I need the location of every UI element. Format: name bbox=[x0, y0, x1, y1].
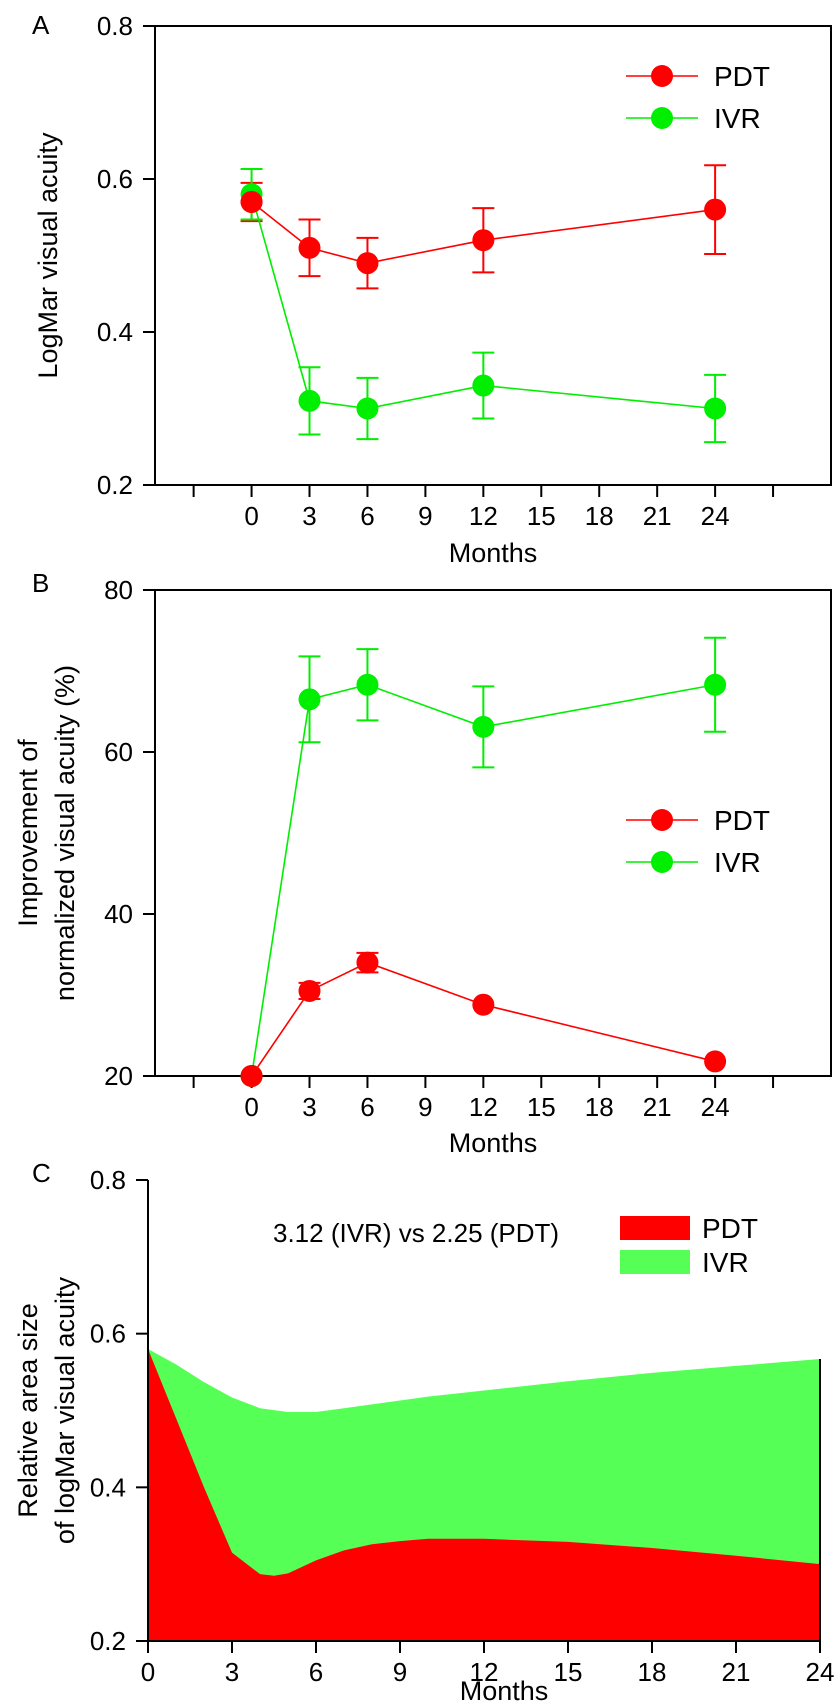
data-point-pdt bbox=[356, 951, 379, 974]
x-tick-label: 0 bbox=[244, 1092, 258, 1122]
legend-label-pdt: PDT bbox=[702, 1213, 758, 1244]
series-pdt bbox=[240, 164, 727, 290]
legend-marker-ivr bbox=[651, 107, 673, 129]
panel-c-plot: 0.2 0.4 0.6 0.8 0 3 6 9 12 15 18 21 24 Months Relative… bbox=[13, 1165, 834, 1703]
y-tick-label: 0.6 bbox=[90, 1319, 126, 1349]
x-tick-label: 3 bbox=[225, 1657, 239, 1687]
x-axis-title: Months bbox=[460, 1676, 549, 1703]
data-point-pdt bbox=[704, 198, 727, 221]
legend-swatch-pdt bbox=[620, 1216, 690, 1240]
area-pdt bbox=[148, 1349, 820, 1641]
x-tick-label: 0 bbox=[244, 501, 258, 531]
legend-marker-pdt bbox=[651, 809, 673, 831]
data-point-pdt bbox=[472, 229, 495, 252]
panel-b: B 20 40 60 80 0 3 6 9 12 15 18 21 24 Months Improvemen… bbox=[13, 568, 832, 1158]
data-point-pdt bbox=[298, 979, 321, 1002]
panel-a-plot: 0.2 0.4 0.6 0.8 0 3 6 9 12 15 18 21 24 Months LogMar v… bbox=[33, 11, 832, 568]
legend-label-pdt: PDT bbox=[714, 805, 770, 836]
x-tick-label: 15 bbox=[554, 1657, 583, 1687]
x-tick-label: 3 bbox=[302, 1092, 316, 1122]
x-tick-label: 3 bbox=[302, 501, 316, 531]
x-tick-label: 12 bbox=[469, 1092, 498, 1122]
panel-a: A 0.2 0.4 0.6 0.8 0 3 6 9 12 15 18 21 24 Months LogMar… bbox=[32, 10, 832, 568]
data-point-ivr bbox=[704, 673, 727, 696]
data-point-pdt bbox=[240, 190, 263, 213]
y-tick-label: 20 bbox=[104, 1061, 133, 1091]
x-tick-label: 6 bbox=[360, 1092, 374, 1122]
legend-label-ivr: IVR bbox=[702, 1247, 749, 1278]
x-tick-label: 9 bbox=[393, 1657, 407, 1687]
y-tick-label: 0.4 bbox=[90, 1472, 126, 1502]
panel-c-letter: C bbox=[32, 1158, 51, 1188]
x-tick-label: 15 bbox=[527, 501, 556, 531]
data-point-ivr bbox=[704, 397, 727, 420]
data-point-ivr bbox=[472, 715, 495, 738]
x-tick-label: 18 bbox=[638, 1657, 667, 1687]
y-tick-label: 0.6 bbox=[97, 164, 133, 194]
y-axis-title: Relative area size bbox=[13, 1303, 43, 1518]
x-tick-label: 21 bbox=[643, 1092, 672, 1122]
y-axis-title: normalized visual acuity (%) bbox=[50, 665, 80, 1001]
legend-label-ivr: IVR bbox=[714, 847, 761, 878]
data-point-pdt bbox=[240, 1065, 263, 1087]
x-axis-title: Months bbox=[449, 1128, 538, 1158]
y-tick-label: 0.4 bbox=[97, 317, 133, 347]
y-axis-title: LogMar visual acuity bbox=[33, 132, 63, 379]
x-tick-label: 24 bbox=[701, 1092, 730, 1122]
x-tick-label: 0 bbox=[141, 1657, 155, 1687]
x-tick-label: 12 bbox=[470, 1657, 499, 1687]
x-tick-label: 18 bbox=[585, 501, 614, 531]
panel-c: C 0.2 0.4 0.6 0.8 0 3 6 9 12 15 18 21 24 Months Relati… bbox=[13, 1158, 834, 1703]
legend-marker-pdt bbox=[651, 65, 673, 87]
x-tick-label: 12 bbox=[469, 501, 498, 531]
y-axis-title: Improvement of bbox=[13, 739, 43, 927]
y-tick-label: 60 bbox=[104, 737, 133, 767]
plot-frame bbox=[154, 589, 832, 1077]
legend: PDT IVR bbox=[626, 61, 770, 134]
panel-b-plot: 20 40 60 80 0 3 6 9 12 15 18 21 24 Months Improvement … bbox=[13, 575, 832, 1158]
x-tick-label: 21 bbox=[722, 1657, 751, 1687]
y-tick-label: 80 bbox=[104, 575, 133, 605]
y-tick-label: 0.2 bbox=[90, 1626, 126, 1656]
y-tick-label: 0.8 bbox=[90, 1165, 126, 1195]
x-tick-label: 9 bbox=[418, 501, 432, 531]
data-point-pdt bbox=[298, 236, 321, 259]
x-tick-label: 24 bbox=[701, 501, 730, 531]
data-point-ivr bbox=[356, 397, 379, 420]
x-axis-title: Months bbox=[449, 538, 538, 568]
data-point-pdt bbox=[704, 1050, 727, 1073]
legend-marker-ivr bbox=[651, 851, 673, 873]
x-tick-label: 9 bbox=[418, 1092, 432, 1122]
legend-label-pdt: PDT bbox=[714, 61, 770, 92]
data-point-pdt bbox=[472, 993, 495, 1016]
x-tick-label: 24 bbox=[806, 1657, 835, 1687]
x-tick-label: 18 bbox=[585, 1092, 614, 1122]
x-tick-label: 21 bbox=[643, 501, 672, 531]
legend-swatch-ivr bbox=[620, 1250, 690, 1274]
series-line-pdt bbox=[250, 961, 716, 1077]
panel-a-letter: A bbox=[32, 10, 50, 40]
data-point-ivr bbox=[356, 673, 379, 696]
data-point-ivr bbox=[298, 389, 321, 412]
y-axis-title: of logMar visual acuity bbox=[50, 1276, 80, 1544]
data-point-ivr bbox=[472, 374, 495, 397]
y-tick-label: 0.8 bbox=[97, 11, 133, 41]
plot-frame bbox=[154, 25, 832, 486]
y-tick-label: 0.2 bbox=[97, 470, 133, 500]
x-tick-label: 15 bbox=[527, 1092, 556, 1122]
x-tick-label: 6 bbox=[360, 501, 374, 531]
panel-b-letter: B bbox=[32, 568, 49, 598]
data-point-ivr bbox=[298, 688, 321, 711]
data-point-pdt bbox=[356, 252, 379, 275]
x-tick-label: 6 bbox=[309, 1657, 323, 1687]
legend: PDT IVR bbox=[626, 805, 770, 878]
y-tick-label: 40 bbox=[104, 899, 133, 929]
legend-label-ivr: IVR bbox=[714, 103, 761, 134]
area-annotation: 3.12 (IVR) vs 2.25 (PDT) bbox=[273, 1218, 559, 1248]
